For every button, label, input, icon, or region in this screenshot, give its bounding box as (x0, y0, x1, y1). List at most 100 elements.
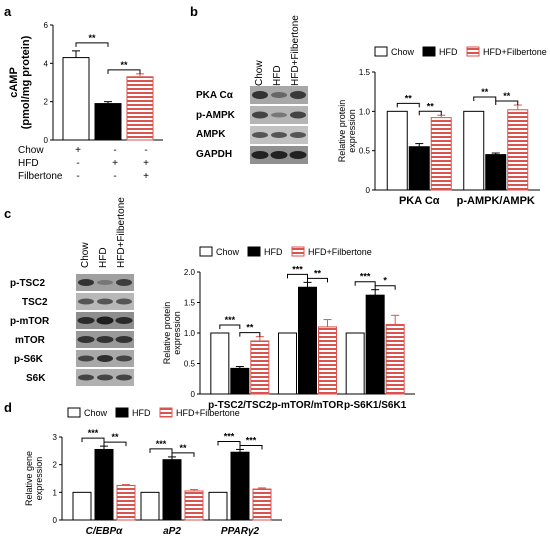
significance-label: * (383, 276, 387, 286)
significance-bracket (418, 110, 442, 116)
treatment-label-filbertone: Filbertone (18, 171, 63, 182)
bar (94, 103, 122, 141)
blot-band (115, 317, 133, 324)
y-tick-label: 1.5 (359, 68, 371, 77)
legend-label: Chow (216, 247, 240, 257)
significance-bracket (171, 452, 195, 457)
treatment-sign: - (76, 158, 79, 169)
bar (345, 332, 365, 395)
y-tick-label: 1.0 (184, 329, 196, 338)
panel-letter-d: d (4, 400, 12, 415)
blot-band (78, 279, 94, 286)
bar (62, 57, 90, 141)
blot-band (77, 317, 95, 324)
blot-label: TSC2 (22, 297, 48, 308)
y-tick-label: 0 (366, 186, 371, 195)
panel-a-treatment-table: Chow HFD Filbertone + - - - + + - - + (18, 145, 149, 182)
legend-swatch (247, 246, 261, 257)
blot-band (116, 298, 132, 305)
significance-label: ** (111, 432, 119, 442)
y-tick-label: 1.0 (359, 107, 371, 116)
blot-label: p-AMPK (196, 110, 236, 121)
bar (252, 488, 272, 521)
blot-label: S6K (26, 373, 46, 384)
legend-label: HFD+Filbertone (308, 247, 372, 257)
bar (162, 459, 182, 521)
y-tick-label: 2 (53, 461, 58, 470)
treatment-label-hfd: HFD (18, 158, 39, 169)
blot-band (97, 355, 113, 362)
significance-bracket (354, 281, 376, 286)
legend-label: HFD+Filbertone (483, 47, 547, 57)
significance-bracket (149, 448, 173, 453)
bar (298, 286, 317, 395)
significance-label: ** (120, 60, 128, 70)
blot-band (289, 151, 307, 159)
treatment-label-chow: Chow (18, 145, 44, 156)
blot-band (77, 336, 95, 343)
significance-label: ** (503, 91, 511, 101)
blot-band (97, 374, 113, 381)
blot-label: mTOR (15, 335, 46, 346)
y-axis-label: Relative geneexpression (24, 451, 44, 506)
blot-band (78, 374, 94, 381)
blot-band (96, 336, 114, 343)
significance-bracket (473, 96, 497, 102)
blot-band (271, 92, 287, 98)
chart-c: 0 0.5 1.0 1.5 2.0 Relative proteinexpression p… (162, 246, 415, 411)
legend-swatch (67, 407, 81, 418)
blot-label: AMPK (196, 129, 226, 140)
blot-band (115, 336, 133, 343)
lane-label: HFD (98, 247, 109, 268)
bar (126, 76, 154, 141)
lane-label: Chow (254, 60, 265, 86)
bar (208, 491, 228, 521)
chart-b: 0 0.5 1.0 1.5 Relative proteinexpression PKA … (337, 46, 547, 207)
treatment-sign: + (112, 158, 118, 169)
lane-label: HFD+Filbertone (290, 15, 301, 86)
blot-band (96, 316, 114, 325)
legend-label: HFD (439, 47, 458, 57)
legend-swatch (466, 46, 480, 57)
treatment-sign: + (75, 145, 81, 156)
y-tick-label: 0 (53, 516, 58, 525)
y-axis-label: Relative proteinexpression (337, 100, 357, 163)
significance-bracket (374, 285, 396, 290)
panel-letter-a: a (4, 4, 12, 19)
bar (386, 110, 408, 191)
significance-label: ** (405, 93, 413, 103)
y-axis-label-line: expression (34, 457, 44, 501)
significance-bracket (307, 277, 328, 283)
lane-label: Chow (80, 242, 91, 268)
blot-band (116, 279, 132, 286)
blot-label: PKA Cα (196, 90, 234, 101)
bar (210, 332, 230, 395)
panel-letter-b: b (190, 4, 198, 19)
blot-band (78, 298, 94, 305)
legend-label: Chow (84, 408, 108, 418)
bar (250, 340, 270, 395)
blot-label: p-TSC2 (10, 278, 45, 289)
y-axis-label-line: Relative gene (24, 451, 34, 506)
treatment-sign: - (113, 145, 116, 156)
bar (184, 490, 204, 521)
legend-label: HFD (264, 247, 283, 257)
y-tick-label: 0 (44, 136, 49, 145)
panel-b-western-blot: Chow HFD HFD+Filbertone PKA Cα p-AMPK AM… (196, 15, 308, 164)
y-tick-label: 4 (44, 59, 49, 68)
category-label: p-S6K1/S6K1 (344, 400, 407, 411)
significance-bracket (495, 100, 519, 106)
y-tick-label: 1.5 (184, 299, 196, 308)
bar (365, 294, 385, 395)
significance-bracket (107, 69, 141, 74)
category-label: p-mTOR/mTOR (272, 400, 345, 411)
category-label: PKA Cα (399, 195, 440, 207)
bar (140, 491, 160, 521)
legend-swatch (291, 246, 305, 257)
significance-label: ** (314, 268, 322, 278)
treatment-sign: + (143, 171, 149, 182)
blot-band (271, 112, 287, 118)
significance-label: *** (225, 315, 236, 325)
legend-label: HFD+Filbertone (176, 408, 240, 418)
